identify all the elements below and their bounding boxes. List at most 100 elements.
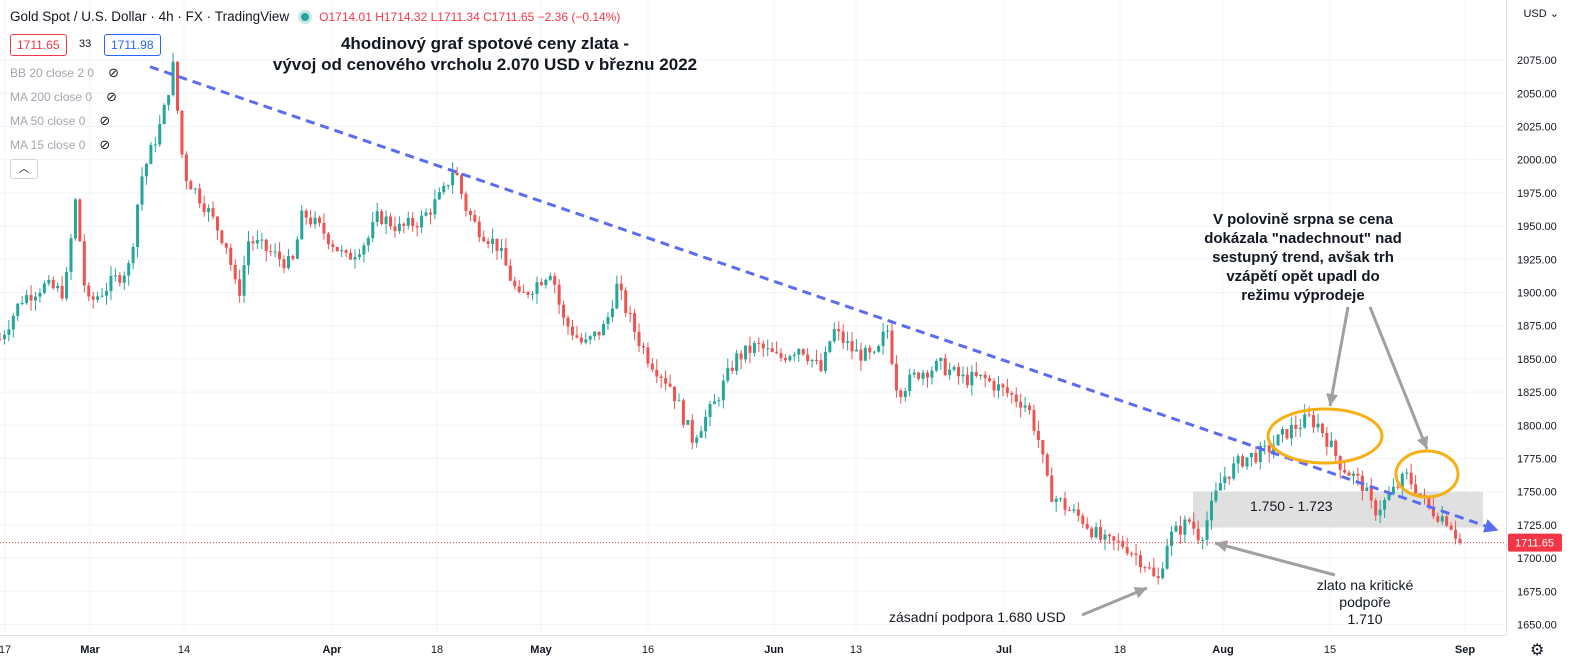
title-line-2: vývoj od cenového vrcholu 2.070 USD v bř… <box>272 55 698 74</box>
candle-body <box>468 210 472 215</box>
price-axis[interactable]: 1650.00 1675.00 1700.00 1725.00 1750.00 1775.… <box>1506 0 1577 671</box>
candle-body <box>1227 476 1231 479</box>
candle-body <box>78 199 82 242</box>
candle-body <box>823 351 827 371</box>
candle-body <box>1325 433 1329 447</box>
symbol-name[interactable]: Gold Spot / U.S. Dollar <box>10 9 147 24</box>
candle-body <box>739 353 743 360</box>
candle-body <box>1241 456 1245 467</box>
candle-body <box>721 380 725 401</box>
candle-body <box>517 286 521 292</box>
candle-body <box>783 357 787 361</box>
candle-body <box>344 250 348 253</box>
candle-body <box>992 381 996 391</box>
candle-body <box>1449 525 1453 530</box>
retest-ellipse <box>1394 449 1460 499</box>
indicator-ma200[interactable]: MA 200 close 0 ⊘ <box>10 89 117 105</box>
x-tick-label: 16 <box>642 644 654 656</box>
downtrend-line[interactable] <box>149 65 1491 529</box>
arrow-shaft <box>1328 306 1350 407</box>
candle-body <box>1138 555 1142 568</box>
candle-body <box>1236 456 1240 464</box>
candle-body <box>153 144 157 146</box>
candle-body <box>1294 424 1298 429</box>
candle-body <box>1054 498 1058 502</box>
candle-body <box>1383 499 1387 510</box>
interval[interactable]: 4h <box>158 9 174 24</box>
source: TradingView <box>214 9 290 24</box>
candle-body <box>233 264 237 280</box>
candle-body <box>624 290 628 313</box>
candle-body <box>295 239 299 259</box>
candle-body <box>264 239 268 252</box>
candle-body <box>65 271 69 299</box>
eye-hidden-icon[interactable]: ⊘ <box>99 113 111 128</box>
candle-body <box>300 210 304 240</box>
candle-body <box>171 61 175 96</box>
candle-body <box>730 367 734 371</box>
candle-body <box>1032 409 1036 431</box>
y-tick-label: 2000.00 <box>1517 155 1557 167</box>
candle-body <box>531 293 535 295</box>
candle-body <box>681 400 685 425</box>
candle-body <box>251 241 255 244</box>
eye-hidden-icon[interactable]: ⊘ <box>99 137 111 152</box>
eye-hidden-icon[interactable]: ⊘ <box>108 65 119 80</box>
candle-body <box>136 204 140 248</box>
candle-body <box>570 326 574 336</box>
collapse-indicators-button[interactable]: ︿ <box>10 159 38 179</box>
indicator-ma50[interactable]: MA 50 close 0 ⊘ <box>10 113 110 129</box>
candle-body <box>82 241 86 286</box>
candle-body <box>775 351 779 354</box>
candle-body <box>996 384 1000 391</box>
candle-body <box>69 238 73 272</box>
candle-body <box>633 313 637 332</box>
candle-body <box>1107 534 1111 537</box>
arrow-head <box>1215 540 1229 552</box>
candle-body <box>757 343 761 345</box>
sell-button[interactable]: 1711.65 <box>10 34 67 56</box>
indicator-ma15[interactable]: MA 15 close 0 ⊘ <box>10 137 110 153</box>
candle-body <box>1099 527 1103 540</box>
candle-body <box>699 431 703 438</box>
candle-body <box>38 292 42 297</box>
buy-button[interactable]: 1711.98 <box>104 34 161 56</box>
candle-body <box>1143 567 1147 569</box>
candle-body <box>837 329 841 332</box>
currency-selector[interactable]: USD ⌄ <box>1523 8 1559 20</box>
chart-grid <box>0 0 1506 635</box>
time-axis[interactable]: 17 Mar 14 Apr 18 May 16 Jun 13 Jul 18 Aug 15 Sep <box>0 635 1506 657</box>
y-tick-label: 1900.00 <box>1517 288 1557 300</box>
candle-body <box>846 341 850 343</box>
candle-body <box>1369 487 1373 501</box>
candle-body <box>51 279 55 289</box>
candle-body <box>894 363 898 391</box>
market-status-icon <box>301 12 310 21</box>
x-tick-label: 18 <box>1114 644 1126 656</box>
eye-hidden-icon[interactable]: ⊘ <box>106 89 117 104</box>
arrow-head <box>1326 393 1339 406</box>
candle-body <box>921 372 925 379</box>
candle-body <box>1405 472 1409 474</box>
candle-body <box>415 225 419 228</box>
candle-body <box>1134 553 1138 556</box>
candle-body <box>1059 498 1063 500</box>
annotation-line: 1.710 <box>1347 611 1383 627</box>
indicator-bb[interactable]: BB 20 close 2 0 ⊘ <box>10 65 119 81</box>
last-price-label: 1711.65 <box>1515 538 1554 550</box>
gear-icon[interactable]: ⚙ <box>1530 642 1545 659</box>
y-tick-label: 1800.00 <box>1517 420 1557 432</box>
annotation-arrows <box>1081 306 1429 617</box>
candle-body <box>176 61 180 111</box>
candle-body <box>779 353 783 358</box>
candle-body <box>105 291 109 296</box>
indicator-label: MA 50 close 0 <box>10 114 86 128</box>
candle-body <box>930 370 934 378</box>
candle-body <box>127 263 131 276</box>
candle-body <box>455 172 459 176</box>
candle-body <box>1170 531 1174 546</box>
candle-body <box>1391 486 1395 494</box>
candle-body <box>553 276 557 285</box>
candle-body <box>255 240 259 244</box>
